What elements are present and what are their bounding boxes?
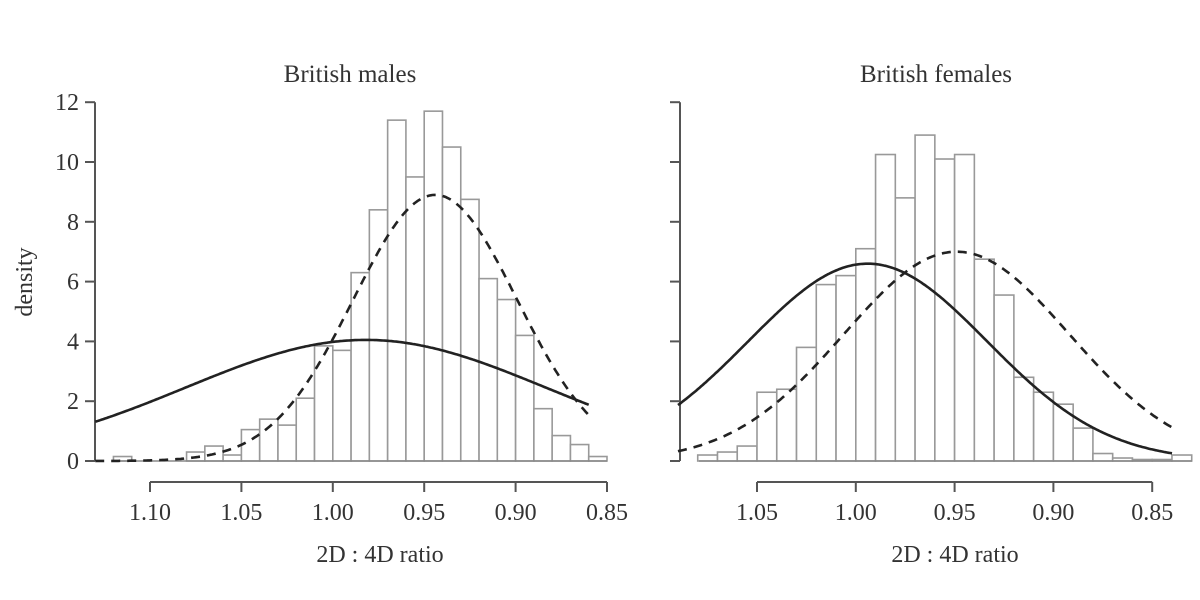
x-tick-label: 1.00: [835, 500, 877, 526]
solid-density-curve: [677, 262, 1173, 455]
histogram-bar: [405, 176, 426, 462]
y-tick-label: 4: [67, 329, 79, 355]
females-histogram-panel: 1.05 1.00 0.95 0.90 0.85: [670, 101, 1193, 526]
histogram-bar: [894, 197, 916, 462]
histogram-bar: [874, 153, 897, 462]
x-tick-label: 1.00: [312, 500, 354, 526]
histogram-bar: [993, 294, 1015, 462]
histogram-bar: [1032, 391, 1055, 462]
histogram-bar: [551, 434, 572, 462]
histogram-bar: [1013, 376, 1035, 462]
histogram-bar: [350, 271, 371, 462]
y-axis-label: density: [12, 247, 38, 316]
histogram-bar: [973, 258, 995, 462]
histogram-bar: [277, 424, 298, 462]
histogram-bar: [240, 428, 261, 462]
histogram-bar: [459, 198, 480, 462]
histogram-bar: [815, 283, 837, 462]
histogram-bar: [313, 345, 334, 462]
histogram-bar: [1072, 427, 1094, 462]
solid-density-curve: [94, 338, 590, 424]
histogram-bar: [368, 209, 389, 462]
histogram-bar: [222, 454, 243, 462]
histogram-bar: [835, 274, 857, 462]
x-tick-label: 0.90: [495, 500, 537, 526]
histogram-bar: [696, 454, 719, 462]
females-x-axis-label: 2D : 4D ratio: [891, 542, 1018, 568]
histogram-bar: [934, 158, 956, 462]
x-tick-label: 0.95: [403, 500, 445, 526]
x-tick-label: 0.90: [1032, 500, 1074, 526]
histogram-bar: [953, 153, 976, 462]
y-tick-label: 2: [67, 389, 79, 415]
histogram-bar: [716, 451, 739, 462]
x-tick-label: 0.95: [934, 500, 976, 526]
histogram-bar: [569, 443, 590, 462]
histogram-bar: [736, 445, 758, 462]
males-x-axis-label: 2D : 4D ratio: [316, 542, 443, 568]
histogram-bar: [478, 277, 499, 462]
x-tick-label: 1.10: [129, 500, 171, 526]
x-tick-label: 1.05: [736, 500, 778, 526]
histogram-bar: [795, 346, 818, 462]
histogram-bar: [295, 397, 316, 462]
males-chart-title: British males: [284, 61, 417, 88]
histogram-bar: [514, 334, 535, 462]
histogram-bar: [1171, 454, 1193, 462]
histogram-bar: [496, 298, 517, 462]
y-tick-label: 12: [55, 90, 79, 116]
males-histogram-panel: 0 2 4 6 8 10 12 1.10 1.05 1.00 0.95 0.90 0.85: [55, 90, 628, 526]
y-tick-label: 6: [67, 270, 79, 296]
y-tick-label: 8: [67, 210, 79, 236]
histogram-bar: [423, 110, 444, 462]
y-tick-label: 0: [67, 449, 79, 475]
histogram-bar: [258, 418, 279, 462]
x-tick-label: 1.05: [220, 500, 262, 526]
x-tick-label: 0.85: [1131, 500, 1173, 526]
histogram-bar: [331, 349, 352, 462]
x-tick-label: 0.85: [586, 500, 628, 526]
histogram-bar: [756, 391, 778, 462]
histogram-bar: [914, 134, 936, 462]
histogram-bar: [854, 247, 877, 462]
females-chart-title: British females: [860, 61, 1012, 88]
histogram-bar: [1092, 452, 1114, 462]
histogram-bar: [386, 119, 407, 462]
dashed-density-curve: [95, 193, 590, 463]
histogram-bar: [533, 407, 553, 462]
y-tick-label: 10: [55, 150, 79, 176]
histogram-bar: [441, 146, 462, 462]
